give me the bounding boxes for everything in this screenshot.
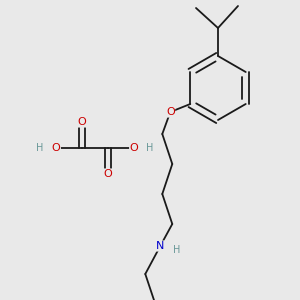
Text: O: O <box>78 117 86 127</box>
Text: O: O <box>52 143 60 153</box>
Text: O: O <box>130 143 138 153</box>
Text: N: N <box>156 241 164 251</box>
Text: H: H <box>36 143 44 153</box>
Text: O: O <box>166 107 175 117</box>
Text: H: H <box>146 143 154 153</box>
Text: O: O <box>103 169 112 179</box>
Text: H: H <box>172 245 180 255</box>
